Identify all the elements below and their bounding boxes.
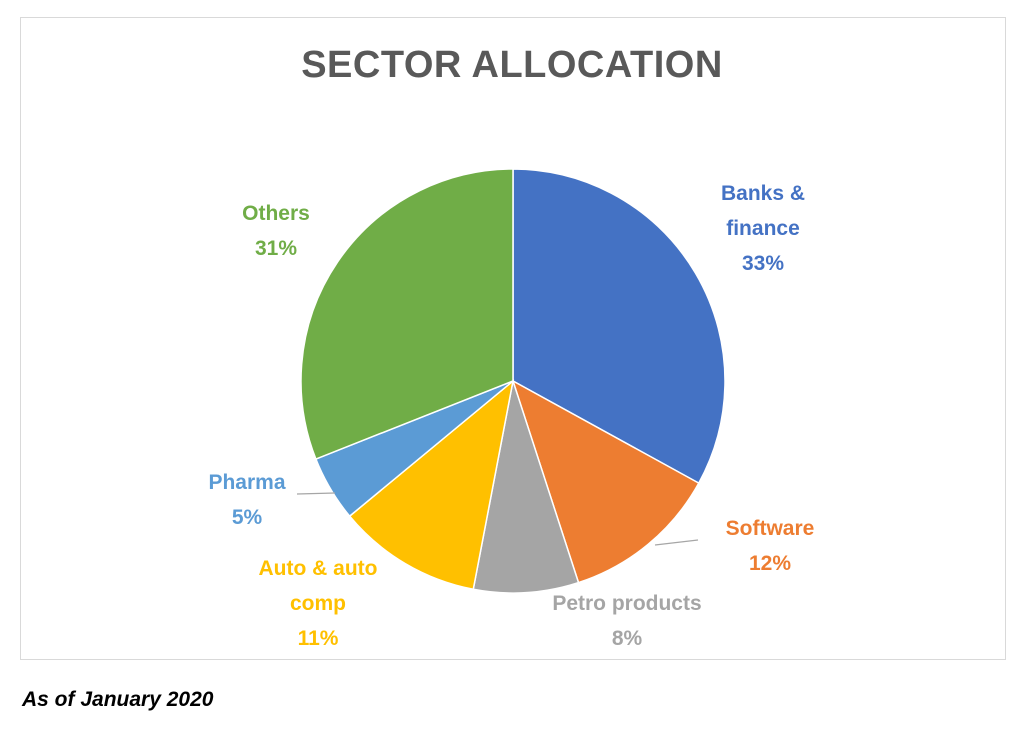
data-label-percent: 5% <box>231 506 263 529</box>
data-label-category: finance <box>726 217 800 240</box>
data-label-category: Auto & auto <box>258 557 378 580</box>
data-label-percent: 12% <box>748 552 792 575</box>
data-label-petro-products: Petro products 8% <box>477 586 777 656</box>
data-label-category: Others <box>242 202 310 225</box>
pie-slice-banks-and-finance <box>512 168 726 485</box>
as-of-caption: As of January 2020 <box>22 688 214 711</box>
data-label-others: Others 31% <box>126 196 426 266</box>
data-label-percent: 8% <box>611 627 643 650</box>
data-label-percent: 11% <box>297 627 339 650</box>
data-label-category: Pharma <box>208 471 286 494</box>
data-label-category: Software <box>725 517 815 540</box>
data-label-percent: 31% <box>254 237 298 260</box>
data-label-percent: 33% <box>741 252 785 275</box>
pie-slice-software <box>511 379 700 584</box>
leader-line-pharma <box>296 492 336 495</box>
data-label-software: Software 12% <box>620 511 920 581</box>
data-label-banks-and-finance: Banks & finance 33% <box>613 176 913 281</box>
chart-title: SECTOR ALLOCATION <box>301 44 723 86</box>
data-label-pharma: Pharma 5% <box>97 465 397 535</box>
pie-slice-others <box>300 168 514 461</box>
leader-line-software <box>654 539 699 546</box>
pie-slice-petro-products <box>472 380 580 594</box>
data-label-category: Banks & <box>720 182 806 205</box>
data-label-category: comp <box>289 592 346 615</box>
data-label-category: Petro products <box>552 592 702 615</box>
pie-slice-auto-and-auto-comp <box>348 379 515 591</box>
data-label-auto-and-auto-comp: Auto & auto comp 11% <box>168 551 468 656</box>
